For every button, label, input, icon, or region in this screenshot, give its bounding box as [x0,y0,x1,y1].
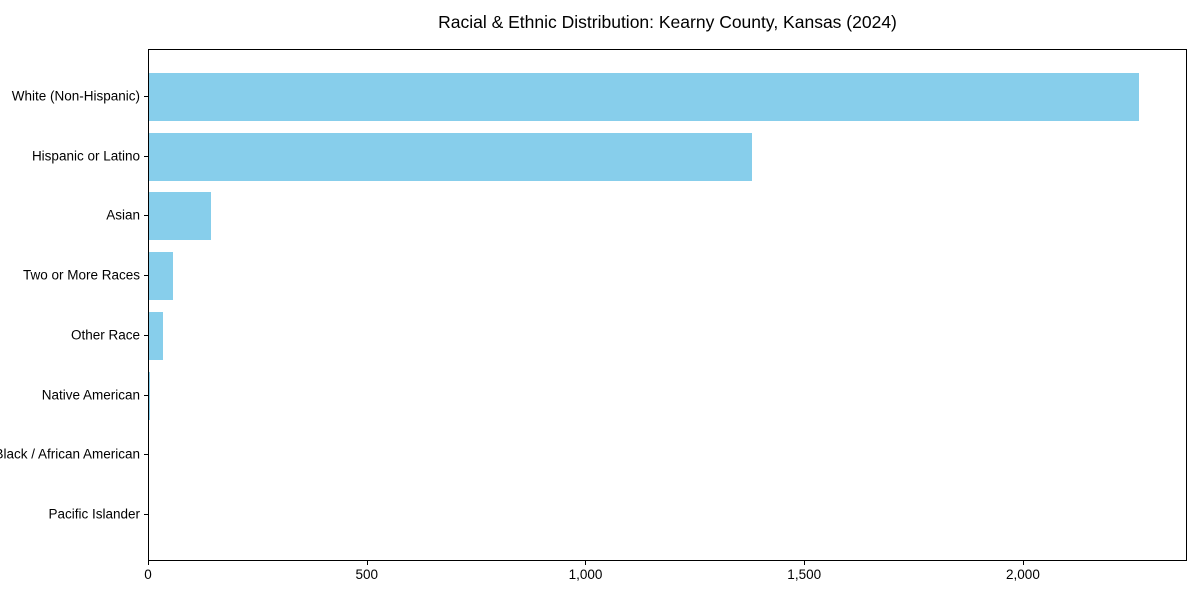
chart-title: Racial & Ethnic Distribution: Kearny Cou… [438,12,897,32]
x-tick-mark [148,561,149,565]
x-tick-mark [366,561,368,565]
x-tick-label: 1,000 [568,567,603,582]
y-tick-label: White (Non-Hispanic) [11,88,140,104]
x-tick-label: 1,500 [787,567,822,582]
y-tick-mark [144,454,148,456]
plot-area [148,49,1187,561]
y-tick-mark [144,155,148,157]
x-tick-label: 0 [144,567,152,582]
bar [149,192,212,241]
x-tick-mark [804,561,806,565]
y-tick-label: Pacific Islander [48,506,140,522]
x-tick-label: 2,000 [1006,567,1040,582]
bar [149,252,174,301]
x-tick-label: 500 [355,567,378,582]
y-tick-mark [144,394,148,396]
y-tick-label: Asian [106,207,140,223]
bar [149,311,163,360]
y-tick-label: Native American [41,387,140,402]
y-tick-mark [144,96,148,98]
y-tick-mark [144,334,148,336]
y-tick-label: Two or More Races [22,267,140,283]
x-tick-mark [1022,561,1024,565]
x-tick-mark [585,561,587,565]
bar [149,371,151,420]
y-tick-mark [144,275,148,277]
y-tick-label: Black / African American [0,446,140,462]
y-tick-mark [144,215,148,217]
bar [149,73,1139,122]
y-tick-label: Hispanic or Latino [31,148,140,164]
y-tick-mark [144,513,148,515]
y-tick-label: Other Race [70,327,140,343]
bar [149,132,753,181]
